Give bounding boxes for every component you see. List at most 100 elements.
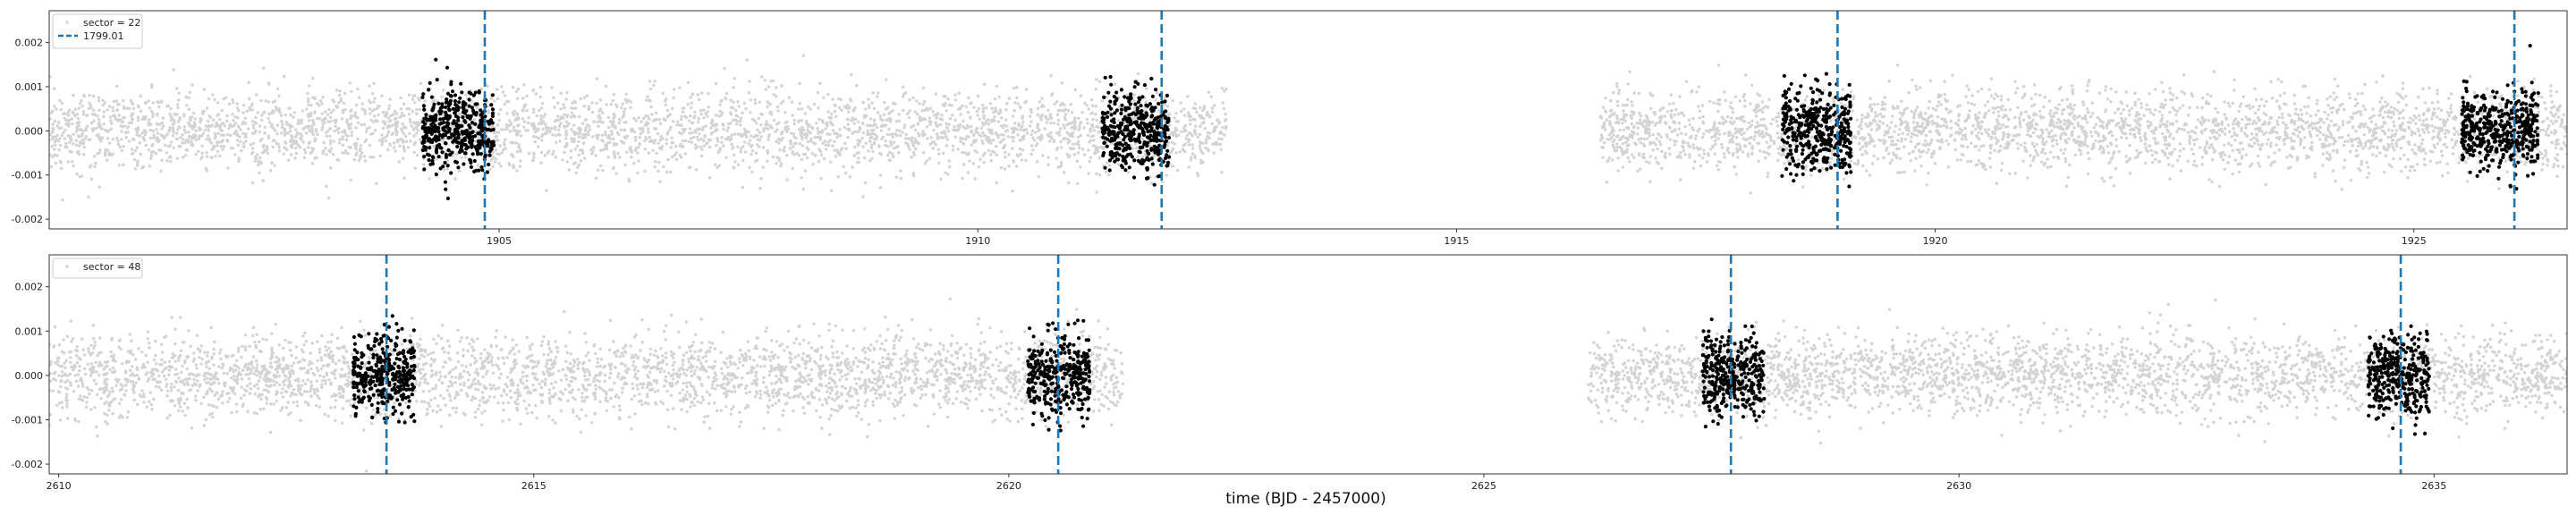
background-point [543,113,547,116]
background-point [694,147,698,150]
background-point [521,109,525,113]
background-point [235,132,239,136]
background-point [847,127,851,131]
background-point [63,137,67,140]
background-point [332,108,335,113]
background-point [297,120,301,123]
background-point [1132,106,1137,110]
background-point [622,110,626,114]
background-point [754,151,758,155]
background-point [572,123,576,127]
background-point [824,148,828,151]
background-point [327,107,331,112]
background-point [2378,100,2382,104]
background-point [357,96,361,99]
background-point [1618,128,1622,132]
background-point [1024,88,1029,91]
background-point [1601,156,1605,159]
background-point [1007,165,1011,168]
background-point [1928,99,1931,104]
background-point [904,141,908,145]
background-point [147,121,150,124]
background-point [216,149,220,154]
background-point [886,132,889,137]
background-point [1654,143,1657,147]
background-point [563,113,566,116]
background-point [552,96,555,99]
background-point [736,114,740,118]
background-point [861,195,865,198]
background-point [1652,140,1656,145]
background-point [852,122,856,125]
background-point [216,123,220,127]
background-point [122,163,125,167]
background-point [742,132,746,136]
background-point [673,153,676,157]
background-point [177,91,181,96]
background-point [764,88,768,91]
background-point [1100,99,1105,103]
background-point [350,131,354,134]
background-point [67,108,72,113]
background-point [81,113,86,116]
background-point [800,176,803,180]
background-point [1071,111,1074,114]
background-point [223,124,226,128]
background-point [247,80,250,84]
background-point [505,112,509,115]
background-point [1072,122,1077,127]
background-point [921,151,926,155]
background-point [1030,110,1033,114]
background-point [2104,110,2107,114]
background-point [2216,110,2220,114]
background-point [869,146,874,150]
background-point [2019,125,2022,129]
background-point [540,139,544,142]
background-point [275,123,280,127]
background-point [756,138,759,141]
background-point [277,146,281,149]
background-point [72,94,75,97]
background-point [2333,77,2337,81]
background-point [818,117,821,122]
background-point [582,96,587,100]
background-point [2233,78,2236,82]
background-point [1754,114,1758,118]
background-point [380,143,384,147]
background-point [1869,128,1874,131]
background-point [664,103,667,107]
background-point [218,154,222,158]
background-point [2420,122,2424,127]
background-point [1750,119,1754,122]
background-point [2233,133,2237,137]
background-point [2555,120,2559,123]
background-point [732,146,735,149]
background-point [1203,127,1208,131]
background-point [408,107,411,111]
background-point [150,85,154,89]
background-point [1977,159,1980,163]
background-point [894,175,898,179]
background-point [2404,103,2408,107]
background-point [2558,104,2563,108]
background-point [881,119,885,122]
background-point [1097,80,1102,83]
background-point [553,106,556,109]
background-point [531,151,536,155]
background-point [2308,130,2311,134]
background-point [1977,131,1980,135]
background-point [139,109,143,113]
background-point [136,119,140,122]
background-point [700,128,705,131]
background-point [1220,137,1224,141]
background-point [600,133,605,137]
background-point [181,141,184,145]
background-point [1936,115,1940,119]
background-point [254,115,258,120]
background-point [168,113,172,116]
background-point [1016,102,1020,106]
background-point [856,142,860,147]
background-point [1697,85,1700,89]
background-point [1182,143,1186,148]
